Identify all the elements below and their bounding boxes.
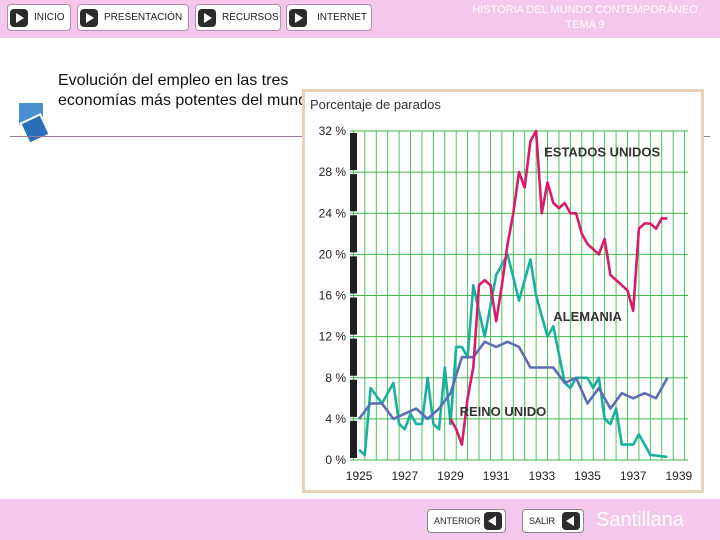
x-tick-label: 1933 bbox=[528, 469, 555, 483]
y-tick-label: 0 % bbox=[325, 453, 346, 467]
y-axis-label: Porcentaje de parados bbox=[310, 97, 441, 112]
decorative-squares-icon bbox=[17, 101, 51, 145]
internet-label: INTERNET bbox=[317, 12, 367, 23]
y-axis-bar-segment bbox=[350, 297, 357, 335]
x-tick-label: 1925 bbox=[346, 469, 373, 483]
x-tick-label: 1939 bbox=[666, 469, 693, 483]
y-tick-label: 28 % bbox=[319, 165, 347, 179]
play-icon bbox=[289, 8, 307, 27]
y-tick-label: 32 % bbox=[319, 124, 347, 138]
y-axis-bar-segment bbox=[350, 338, 357, 376]
x-tick-label: 1927 bbox=[391, 469, 418, 483]
internet-button[interactable]: INTERNET bbox=[286, 4, 372, 31]
y-axis-bar-segment bbox=[350, 379, 357, 417]
series-line-alemania bbox=[358, 253, 668, 459]
unemployment-chart: Porcentaje de parados 0 % 4 % 8 % 12 % 16 % 20… bbox=[302, 89, 704, 498]
y-tick-label: 24 % bbox=[319, 206, 347, 220]
chart-svg: Porcentaje de parados 0 % 4 % 8 % 12 % 16 % 20… bbox=[302, 89, 704, 493]
x-tick-label: 1931 bbox=[483, 469, 510, 483]
anterior-label: ANTERIOR bbox=[434, 516, 481, 526]
header-title-line2: TEMA 9 bbox=[565, 19, 605, 31]
brand-logo-text: Santillana bbox=[596, 509, 684, 531]
inicio-button[interactable]: INICIO bbox=[7, 4, 71, 31]
play-icon bbox=[198, 8, 216, 27]
play-icon bbox=[10, 8, 28, 27]
y-axis-bar-segment bbox=[350, 215, 357, 253]
y-tick-label: 20 % bbox=[319, 247, 347, 261]
series-line-estados-unidos bbox=[449, 129, 668, 446]
anterior-button[interactable]: ANTERIOR bbox=[427, 509, 506, 533]
salir-label: SALIR bbox=[529, 516, 556, 526]
bottom-bar bbox=[0, 499, 720, 540]
back-arrow-icon bbox=[562, 512, 580, 530]
y-tick-label: 4 % bbox=[325, 412, 346, 426]
series-line-reino-unido bbox=[358, 340, 669, 421]
y-axis-bar-segment bbox=[350, 174, 357, 212]
play-icon bbox=[80, 8, 98, 27]
y-tick-label: 16 % bbox=[319, 289, 347, 303]
series-label: ALEMANIA bbox=[553, 309, 622, 324]
series-label: REINO UNIDO bbox=[460, 404, 547, 419]
slide-heading: Evolución del empleo en las tres economí… bbox=[58, 72, 316, 109]
series-label: ESTADOS UNIDOS bbox=[544, 145, 660, 160]
salir-button[interactable]: SALIR bbox=[522, 509, 584, 533]
recursos-label: RECURSOS bbox=[222, 12, 279, 23]
x-tick-label: 1929 bbox=[437, 469, 464, 483]
y-axis-bar-segment bbox=[350, 133, 357, 171]
y-axis-bar-segment bbox=[350, 420, 357, 458]
presentacion-button[interactable]: PRESENTACIÓN bbox=[77, 4, 189, 31]
y-tick-label: 8 % bbox=[325, 371, 346, 385]
header-title: HISTORIA DEL MUNDO CONTEMPORÁNEO TEMA 9 bbox=[440, 3, 720, 33]
recursos-button[interactable]: RECURSOS bbox=[195, 4, 281, 31]
header-title-line1: HISTORIA DEL MUNDO CONTEMPORÁNEO bbox=[472, 4, 698, 16]
inicio-label: INICIO bbox=[34, 12, 65, 23]
x-tick-label: 1937 bbox=[620, 469, 647, 483]
back-arrow-icon bbox=[484, 512, 502, 530]
y-tick-label: 12 % bbox=[319, 330, 347, 344]
y-axis-bar-segment bbox=[350, 256, 357, 294]
presentacion-label: PRESENTACIÓN bbox=[104, 12, 183, 23]
x-tick-label: 1935 bbox=[574, 469, 601, 483]
